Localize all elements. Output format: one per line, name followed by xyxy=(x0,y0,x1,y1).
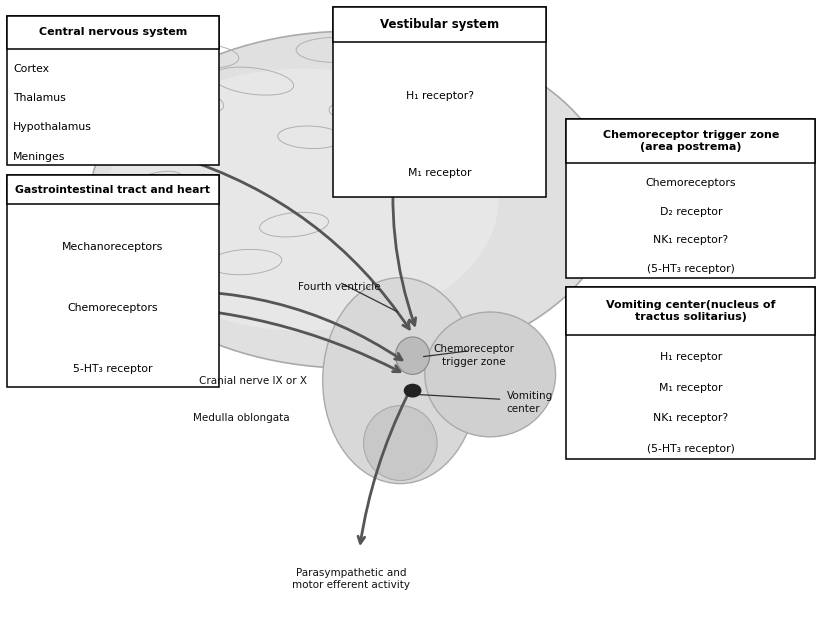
Text: (5-HT₃ receptor): (5-HT₃ receptor) xyxy=(647,444,734,454)
Text: H₁ receptor: H₁ receptor xyxy=(659,352,722,362)
FancyBboxPatch shape xyxy=(7,175,219,387)
FancyBboxPatch shape xyxy=(566,119,815,163)
Text: M₁ receptor: M₁ receptor xyxy=(408,168,471,178)
Text: M₁ receptor: M₁ receptor xyxy=(659,383,722,392)
FancyBboxPatch shape xyxy=(566,287,815,335)
Text: NK₁ receptor?: NK₁ receptor? xyxy=(654,414,728,424)
FancyBboxPatch shape xyxy=(7,175,219,205)
Text: Meninges: Meninges xyxy=(13,152,65,162)
Ellipse shape xyxy=(323,278,478,484)
Text: Fourth ventricle: Fourth ventricle xyxy=(297,282,381,292)
FancyBboxPatch shape xyxy=(566,287,815,459)
Text: Chemoreceptor trigger zone
(area postrema): Chemoreceptor trigger zone (area postrem… xyxy=(603,130,779,152)
Text: H₁ receptor?: H₁ receptor? xyxy=(405,90,474,101)
FancyBboxPatch shape xyxy=(7,16,219,165)
Text: Chemoreceptors: Chemoreceptors xyxy=(68,303,158,313)
Text: Mechanoreceptors: Mechanoreceptors xyxy=(62,242,163,252)
Ellipse shape xyxy=(425,312,556,437)
Polygon shape xyxy=(110,262,163,319)
Text: Vomiting
center: Vomiting center xyxy=(507,391,553,414)
Text: Cranial nerve IX or X: Cranial nerve IX or X xyxy=(199,376,307,386)
Circle shape xyxy=(404,384,421,397)
Text: Medulla oblongata: Medulla oblongata xyxy=(193,413,289,423)
FancyBboxPatch shape xyxy=(333,7,546,42)
Ellipse shape xyxy=(395,337,430,374)
Text: Chemoreceptors: Chemoreceptors xyxy=(645,178,736,188)
Text: 5-HT₃ receptor: 5-HT₃ receptor xyxy=(73,364,153,374)
Text: Parasympathetic and
motor efferent activity: Parasympathetic and motor efferent activ… xyxy=(292,568,410,590)
Text: Hypothalamus: Hypothalamus xyxy=(13,122,92,132)
FancyBboxPatch shape xyxy=(333,7,546,197)
Text: Chemoreceptor
trigger zone: Chemoreceptor trigger zone xyxy=(433,344,515,367)
Text: Thalamus: Thalamus xyxy=(13,93,66,103)
Text: Cortex: Cortex xyxy=(13,64,49,74)
FancyBboxPatch shape xyxy=(566,119,815,278)
Ellipse shape xyxy=(364,406,437,480)
Text: Central nervous system: Central nervous system xyxy=(38,27,187,37)
Text: NK₁ receptor?: NK₁ receptor? xyxy=(654,235,728,245)
Polygon shape xyxy=(41,259,82,300)
Text: (5-HT₃ receptor): (5-HT₃ receptor) xyxy=(647,264,734,274)
Text: Gastrointestinal tract and heart: Gastrointestinal tract and heart xyxy=(16,185,210,195)
Text: Vomiting center(nucleus of
tractus solitarius): Vomiting center(nucleus of tractus solit… xyxy=(606,300,775,322)
FancyBboxPatch shape xyxy=(7,16,219,49)
Ellipse shape xyxy=(106,69,498,331)
Text: D₂ receptor: D₂ receptor xyxy=(659,207,722,217)
Ellipse shape xyxy=(90,31,613,368)
Text: Vestibular system: Vestibular system xyxy=(380,18,499,31)
